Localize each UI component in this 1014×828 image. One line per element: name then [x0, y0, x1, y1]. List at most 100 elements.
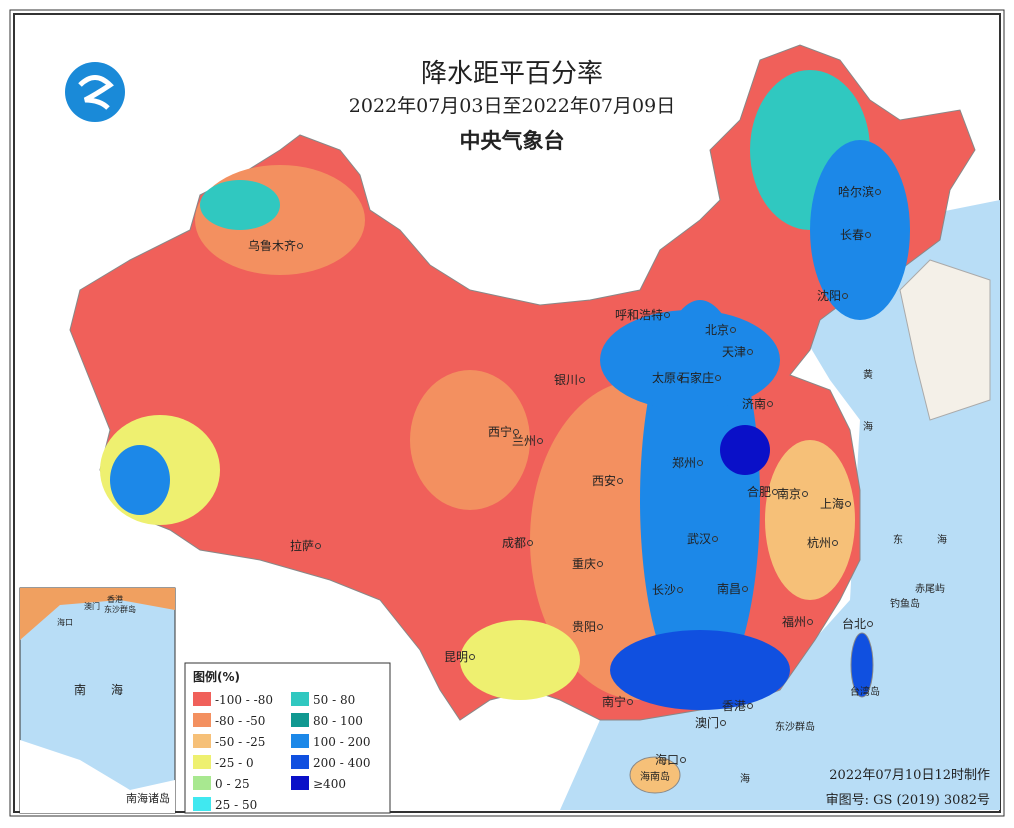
place-label: 赤尾屿	[915, 583, 945, 595]
city-label: 呼和浩特	[615, 307, 663, 322]
city-label: 郑州	[672, 455, 696, 470]
city-label: 沈阳	[817, 288, 841, 303]
city-label: 西宁	[488, 424, 512, 439]
city-dot	[697, 460, 703, 466]
city-dot	[867, 621, 873, 627]
city-label: 长沙	[652, 583, 676, 597]
place-label: 钓鱼岛	[890, 597, 920, 610]
city-label: 南宁	[602, 694, 626, 709]
patch	[460, 620, 580, 700]
legend-label: -50 - -25	[215, 735, 265, 749]
city-dot	[720, 720, 726, 726]
legend-label: ≥400	[313, 777, 346, 791]
city-label: 海口	[655, 752, 679, 767]
city-dot	[677, 375, 683, 381]
city-dot	[537, 438, 543, 444]
city-dot	[767, 401, 773, 407]
city-label: 成都	[502, 536, 526, 550]
legend-label: 0 - 25	[215, 777, 250, 791]
patch	[600, 310, 780, 410]
legend-label: 80 - 100	[313, 714, 363, 728]
legend-swatch	[291, 776, 309, 790]
legend-label: -25 - 0	[215, 756, 254, 770]
place-label: 东	[893, 533, 903, 546]
city-dot	[597, 624, 603, 630]
city-dot	[627, 699, 633, 705]
legend-label: -100 - -80	[215, 693, 273, 707]
city-label: 南京	[777, 486, 801, 501]
city-label: 石家庄	[678, 370, 714, 385]
city-dot	[845, 501, 851, 507]
legend-swatch	[291, 734, 309, 748]
made-date: 2022年07月10日12时制作	[829, 768, 990, 783]
legend-swatch	[193, 713, 211, 727]
inset-place: 海口	[57, 617, 73, 627]
city-label: 银川	[554, 373, 578, 387]
title: 降水距平百分率	[421, 59, 603, 89]
city-dot	[832, 540, 838, 546]
city-dot	[730, 327, 736, 333]
inset-label: 南海诸岛	[126, 791, 170, 805]
city-dot	[664, 312, 670, 318]
city-dot	[747, 349, 753, 355]
patch	[810, 140, 910, 320]
city-label: 哈尔滨	[838, 184, 874, 199]
legend-title: 图例(%)	[193, 669, 240, 684]
outer-frame	[9, 9, 1005, 817]
agency: 中央气象台	[460, 129, 565, 153]
taiwan	[850, 632, 874, 698]
inset-land	[20, 588, 175, 640]
city-label: 北京	[705, 323, 729, 337]
place-label: 海	[740, 772, 750, 785]
legend-label: 50 - 80	[313, 693, 355, 707]
place-label: 台湾岛	[850, 685, 880, 698]
city-dot	[315, 543, 321, 549]
place-label: 海	[937, 533, 947, 546]
legend-swatch	[193, 797, 211, 811]
hainan	[629, 756, 681, 794]
city-dot	[579, 377, 585, 383]
inset-land	[20, 740, 175, 813]
inset-place: 海	[111, 682, 123, 697]
city-dot	[513, 429, 519, 435]
legend-label: -80 - -50	[215, 714, 265, 728]
legend-swatch	[291, 713, 309, 727]
city-label: 乌鲁木齐	[248, 238, 296, 253]
place-label: 海南岛	[640, 770, 670, 783]
patch	[765, 440, 855, 600]
city-label: 台北	[842, 616, 866, 631]
city-label: 天津	[722, 345, 746, 359]
city-label: 长春	[840, 228, 864, 242]
city-label: 太原	[652, 370, 676, 385]
city-dot	[597, 561, 603, 567]
logo-mark	[78, 75, 114, 110]
legend-swatch	[291, 692, 309, 706]
city-dot	[865, 232, 871, 238]
place-label: 东沙群岛	[775, 720, 815, 733]
city-dot	[677, 587, 683, 593]
city-label: 杭州	[807, 535, 831, 550]
legend-label: 100 - 200	[313, 735, 371, 749]
legend-swatch	[193, 692, 211, 706]
legend-label: 200 - 400	[313, 756, 371, 770]
legend-swatch	[193, 734, 211, 748]
city-label: 福州	[782, 614, 806, 629]
city-dot	[680, 757, 686, 763]
patch	[110, 445, 170, 515]
city-label: 南昌	[717, 581, 741, 596]
city-dot	[842, 293, 848, 299]
inset-place: 东沙群岛	[104, 604, 136, 614]
city-dot	[807, 619, 813, 625]
patch	[410, 370, 530, 510]
city-dot	[742, 586, 748, 592]
legend-swatch	[291, 755, 309, 769]
city-dot	[712, 536, 718, 542]
legend-frame	[184, 662, 391, 814]
legend-label: 25 - 50	[215, 798, 257, 812]
rain-patches	[100, 70, 910, 710]
city-dot	[747, 703, 753, 709]
city-dot	[715, 375, 721, 381]
city-dot	[802, 491, 808, 497]
place-label: 黄	[863, 368, 873, 381]
